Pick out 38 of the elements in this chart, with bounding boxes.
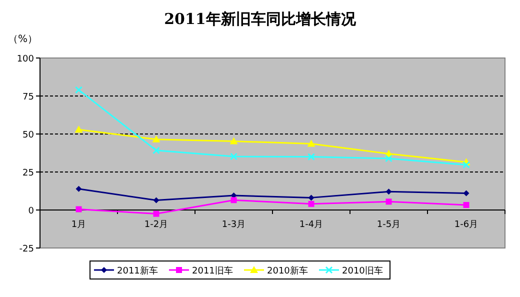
legend-label: 2010旧车: [342, 266, 383, 276]
x-tick-label: 1-2月: [144, 220, 168, 230]
y-tick-label: -25: [19, 244, 34, 254]
x-tick-label: 1-4月: [299, 220, 324, 230]
point: [386, 198, 392, 205]
point: [230, 137, 238, 144]
point: [152, 146, 160, 154]
y-tick-label: 25: [22, 168, 34, 178]
chart-title: 2011年新旧车同比增长情况: [164, 10, 357, 28]
point: [76, 206, 82, 212]
point: [153, 210, 160, 217]
point: [308, 200, 314, 207]
point: [308, 194, 314, 201]
point: [153, 197, 160, 204]
point: [463, 190, 470, 196]
point: [385, 154, 392, 162]
y-tick-label: 75: [22, 92, 34, 102]
x-tick-label: 1-3月: [222, 220, 246, 230]
legend-label: 2011旧车: [192, 266, 233, 276]
point: [308, 153, 315, 161]
legend-label: 2011新车: [117, 266, 158, 276]
x-tick-label: 1-5月: [376, 220, 401, 230]
x-tick-label: 1月: [71, 220, 86, 230]
y-tick-label: 0: [28, 206, 34, 216]
x-tick-label: 1-6月: [454, 220, 478, 230]
point: [462, 161, 470, 169]
point: [463, 202, 470, 208]
y-tick-label: 100: [16, 54, 34, 64]
point: [75, 86, 82, 94]
point: [76, 186, 82, 192]
point: [230, 152, 238, 160]
point: [152, 135, 160, 142]
point: [230, 197, 237, 204]
legend-label: 2010新车: [267, 266, 308, 276]
y-axis-title: （%）: [8, 34, 38, 45]
point: [307, 140, 316, 147]
point: [74, 126, 83, 133]
y-tick-label: 50: [22, 130, 34, 140]
